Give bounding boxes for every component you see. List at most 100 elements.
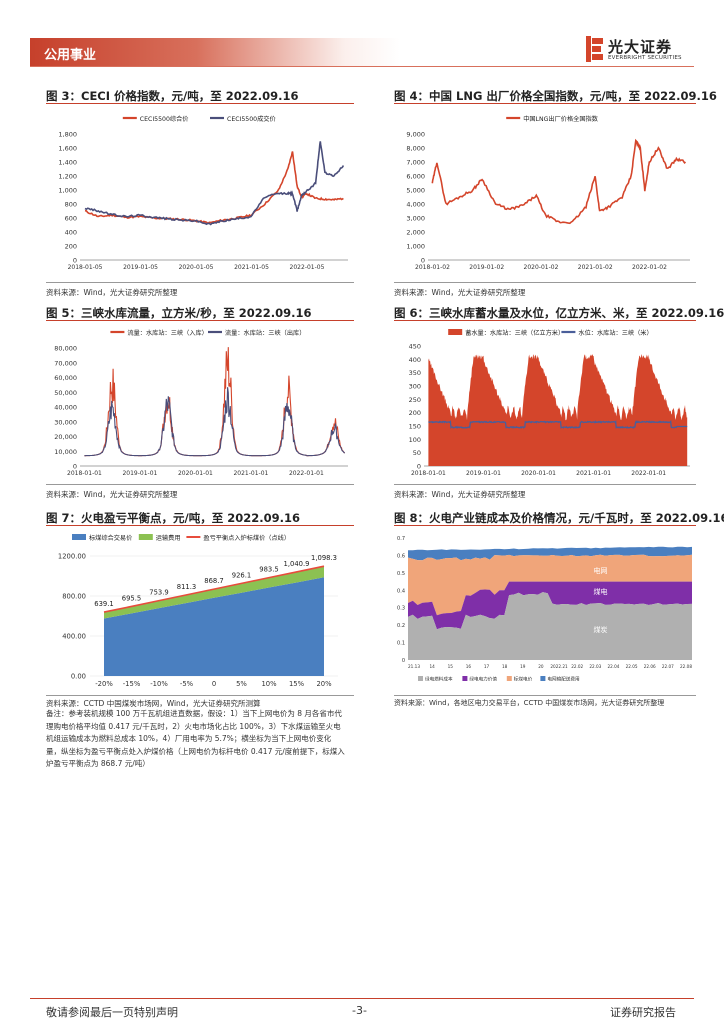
x-tick-label: -10% (150, 680, 168, 688)
coal-price-area (104, 577, 324, 676)
series-line (84, 151, 344, 225)
storage-area (428, 354, 688, 466)
x-tick-label: 2022-01-02 (632, 264, 667, 271)
y-tick-label: 600 (65, 215, 77, 223)
logo-text-cn: 光大证券 (608, 38, 673, 56)
legend-swatch (138, 534, 153, 540)
legend-label: 蓄水量：水库站：三峡（亿立方米） (465, 329, 564, 337)
figure-8-title: 图 8：火电产业链成本及价格情况，元/千瓦时，至 2022.09.16 (394, 511, 724, 525)
y-tick-label: 20,000 (54, 433, 77, 441)
logo-text-en: EVERBRIGHT SECURITIES (608, 55, 682, 61)
figure-5-rule (46, 320, 354, 321)
data-label: 1,040.9 (284, 560, 310, 568)
y-tick-label: 250 (409, 396, 421, 404)
y-tick-label: 1,000 (406, 243, 425, 251)
y-tick-label: 0.00 (71, 673, 86, 681)
y-tick-label: 800 (65, 201, 77, 209)
y-tick-label: 1200.00 (58, 553, 86, 561)
x-tick-label: 22.05 (626, 664, 638, 669)
y-tick-label: 8,000 (406, 145, 425, 153)
y-tick-label: 80,000 (54, 345, 77, 353)
x-tick-label: 16 (466, 664, 472, 669)
series-line (84, 141, 345, 226)
legend-label: 运输费用 (156, 534, 181, 542)
y-tick-label: 0.3 (397, 606, 405, 612)
y-tick-label: 0 (73, 463, 77, 471)
legend-label: 盈亏平衡点入炉标煤价（点线） (203, 534, 290, 542)
figure-4-rule (394, 103, 696, 104)
y-tick-label: 400 (409, 356, 421, 364)
x-tick-label: 2022-01-01 (289, 470, 324, 477)
figure-8-bottom-rule (394, 695, 696, 696)
chart-fig3: 0 200 400 600 800 1,000 1,200 1,400 1,600 1,800 20… (58, 115, 348, 271)
y-tick-label: 40,000 (54, 404, 77, 412)
legend-label: CECI5500成交价 (227, 115, 276, 123)
x-tick-label: 2021-01-01 (233, 470, 268, 477)
x-tick-label: 18 (502, 664, 508, 669)
y-tick-label: 0 (421, 257, 425, 265)
water-level-line (428, 419, 688, 430)
y-tick-label: 0 (73, 257, 77, 265)
y-tick-label: 300 (409, 383, 421, 391)
y-tick-label: 10,000 (54, 448, 77, 456)
legend-label: CECI5500综合价 (140, 115, 189, 123)
y-tick-label: 6,000 (406, 173, 425, 181)
figure-7-rule (46, 525, 354, 526)
legend-swatch (540, 676, 546, 681)
footer-rule (30, 998, 694, 999)
figure-5-title: 图 5：三峡水库流量，立方米/秒，至 2022.09.16 (46, 306, 312, 320)
y-tick-label: 100 (409, 436, 421, 444)
y-tick-label: 30,000 (54, 418, 77, 426)
y-tick-label: 2,000 (406, 229, 425, 237)
x-tick-label: 22.07 (662, 664, 674, 669)
transport-cost-area (104, 566, 324, 619)
y-tick-label: 7,000 (406, 159, 425, 167)
x-tick-label: 15 (448, 664, 454, 669)
series-line (431, 138, 687, 225)
figure-5-source: 资料来源：Wind，光大证券研究所整理 (46, 490, 178, 499)
x-tick-label: 2020-01-01 (521, 470, 556, 477)
chart-fig4: 0 1,000 2,000 3,000 4,000 5,000 6,000 7,000 8,00… (406, 115, 690, 271)
data-label: 926.1 (232, 571, 251, 579)
y-tick-label: 450 (409, 343, 421, 351)
figure-3-title: 图 3：CECI 价格指数，元/吨，至 2022.09.16 (46, 89, 299, 103)
y-tick-label: 50 (413, 449, 421, 457)
coal-power-area (408, 581, 692, 630)
coal-cost-area (408, 592, 692, 660)
figure-3-bottom-rule (46, 282, 354, 283)
y-tick-label: 200 (409, 409, 421, 417)
header-rule (30, 66, 694, 67)
figure-4-bottom-rule (394, 282, 696, 283)
x-tick-label: 2020-01-02 (524, 264, 559, 271)
y-tick-label: 150 (409, 423, 421, 431)
x-tick-label: 2020-01-05 (179, 264, 214, 271)
x-tick-label: -20% (95, 680, 113, 688)
legend-label: 标煤综合交易价 (89, 534, 132, 542)
data-label: 695.5 (122, 594, 141, 602)
x-tick-label: 2020-01-01 (178, 470, 213, 477)
legend-swatch (72, 534, 86, 540)
page-number: -3- (352, 1004, 367, 1017)
y-tick-label: 350 (409, 369, 421, 377)
footer-disclaimer: 敬请参阅最后一页特别声明 (46, 1006, 178, 1019)
chart-fig5: 0 10,000 20,000 30,000 40,000 50,000 60,000 70,… (54, 329, 348, 477)
x-tick-label: -15% (123, 680, 141, 688)
y-tick-label: 70,000 (54, 359, 77, 367)
legend-swatch (448, 329, 463, 335)
chart-fig6: 0 50 100 150 200 250 300 350 400 450 2018-01-01 201… (409, 329, 690, 477)
y-tick-label: 0 (417, 463, 421, 471)
x-tick-label: 2018-01-05 (68, 264, 103, 271)
x-tick-label: 15% (289, 680, 305, 688)
section-banner (30, 38, 400, 66)
x-tick-label: 5% (236, 680, 247, 688)
x-tick-label: -5% (180, 680, 194, 688)
x-tick-label: 2022-01-05 (290, 264, 325, 271)
x-tick-label: 2019-01-05 (123, 264, 158, 271)
legend-label: 中国LNG出厂价格全国指数 (523, 115, 599, 123)
legend-label: 流量：水库站：三峡（出库） (225, 329, 305, 337)
chart-fig7: 0.00 400.00 800.00 1200.00 639.1 695.5 753.9 81… (46, 530, 354, 692)
y-tick-label: 1,600 (58, 145, 77, 153)
x-tick-label: 21.13 (408, 664, 420, 669)
annotation-grid: 电网 (594, 566, 608, 575)
figure-6-source: 资料来源：Wind，光大证券研究所整理 (394, 490, 526, 499)
